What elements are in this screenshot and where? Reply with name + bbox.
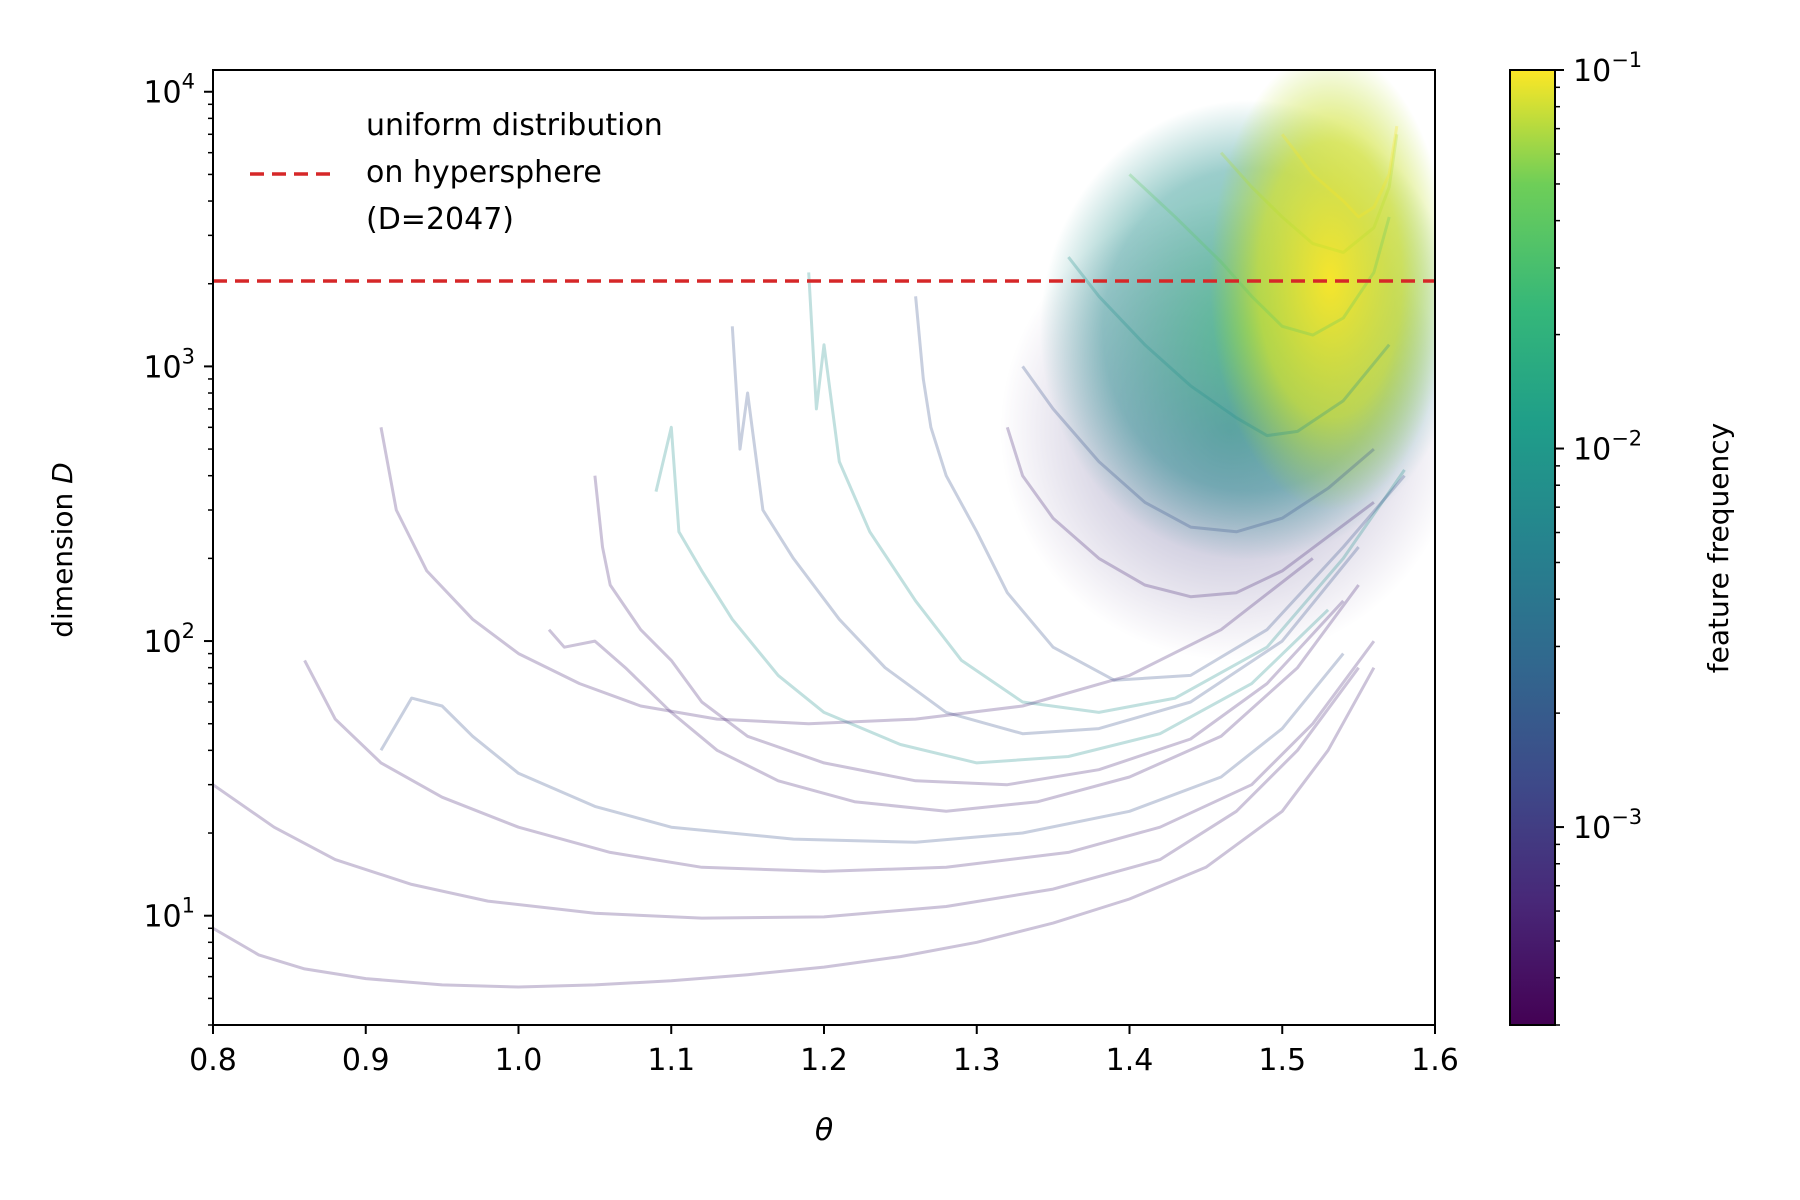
- legend: uniform distribution on hypersphere (D=2…: [250, 108, 663, 237]
- series-line-10: [379, 427, 1314, 726]
- series-line-12: [1005, 426, 1375, 599]
- series-line-2: [213, 666, 1360, 920]
- series-line-6: [593, 475, 1345, 787]
- legend-label-line-3: (D=2047): [366, 202, 514, 237]
- series-line-5: [547, 584, 1360, 813]
- series-line-11: [914, 296, 1406, 682]
- series-line-13: [1021, 365, 1375, 534]
- colorbar-label: feature frequency: [1702, 423, 1735, 673]
- legend-label-line-2: on hypersphere: [366, 155, 602, 190]
- x-tick-label: 1.4: [1106, 1043, 1154, 1078]
- y-tick-label: 101: [143, 894, 195, 935]
- colorbar-ticks: 10−1 10−2 10−3: [1555, 48, 1642, 1026]
- series-line-15: [1128, 173, 1391, 337]
- series-line-7: [654, 425, 1330, 765]
- colorbar-tick-label: 10−3: [1573, 805, 1642, 846]
- series-line-8: [730, 326, 1360, 736]
- x-tick-label: 0.9: [342, 1043, 390, 1078]
- plot-area: [212, 69, 1436, 1026]
- x-tick-label: 1.1: [647, 1043, 695, 1078]
- y-axis-label-variable: D: [46, 462, 79, 484]
- series-lines: [213, 125, 1406, 989]
- colorbar-tick-label: 10−1: [1573, 48, 1642, 89]
- x-tick-label: 0.8: [189, 1043, 237, 1078]
- series-line-3: [303, 640, 1376, 873]
- density-cloud: [1000, 70, 1435, 660]
- colorbar-gradient: [1509, 69, 1556, 1026]
- x-axis-label: θ: [815, 1113, 833, 1148]
- y-tick-label: 104: [143, 70, 195, 111]
- density-blob-yellow: [1210, 70, 1435, 510]
- series-line-16: [1219, 134, 1399, 254]
- x-tick-label: 1.5: [1258, 1043, 1306, 1078]
- series-line-4: [379, 652, 1345, 844]
- y-axis-ticks: 101 102 103 104: [143, 70, 213, 1026]
- y-tick-label: 103: [143, 344, 195, 385]
- series-line-1: [213, 666, 1376, 989]
- legend-label-line-1: uniform distribution: [366, 108, 663, 143]
- colorbar: 10−1 10−2 10−3 feature frequency: [1509, 48, 1735, 1026]
- x-tick-label: 1.3: [953, 1043, 1001, 1078]
- series-line-17: [1281, 125, 1399, 219]
- x-tick-label: 1.0: [495, 1043, 543, 1078]
- series-line-14: [1067, 256, 1391, 438]
- x-tick-label: 1.6: [1411, 1043, 1459, 1078]
- x-axis-ticks: 0.8 0.9 1.0 1.1 1.2 1.3 1.4 1.5 1.6: [189, 1025, 1459, 1078]
- colorbar-tick-label: 10−2: [1573, 427, 1642, 468]
- series-line-9: [807, 272, 1406, 714]
- y-axis-label: dimension D: [46, 462, 79, 638]
- x-tick-label: 1.2: [800, 1043, 848, 1078]
- y-tick-label: 102: [143, 619, 195, 660]
